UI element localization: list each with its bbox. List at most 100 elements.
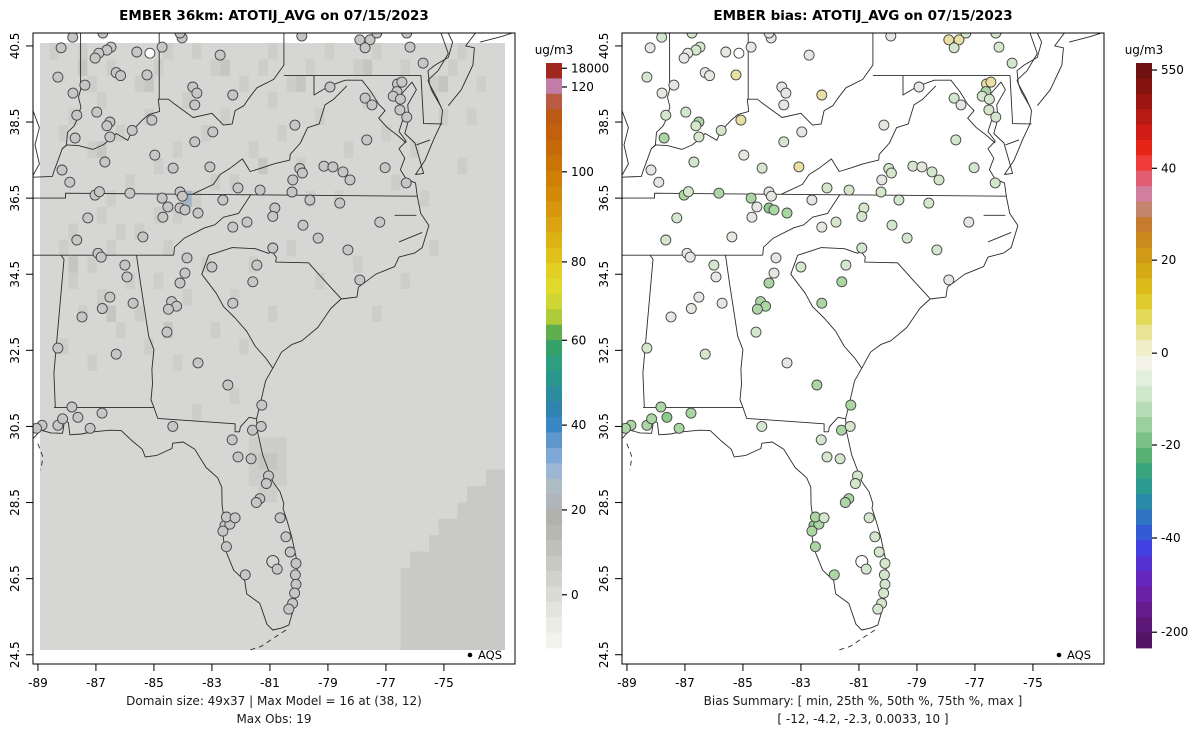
station-dot [174,277,186,289]
raster-cell [58,239,69,257]
station-dot [795,261,807,273]
station-dot [693,131,705,143]
station-dot [641,71,653,83]
colorbar-segment [1136,324,1152,341]
raster-cell [267,436,278,454]
state-boundary-line [1036,33,1066,106]
raster-ocean-cell [429,535,505,552]
raster-cell [353,256,363,273]
station-dot [304,194,316,206]
station-dot [715,124,727,136]
y-axis-tick-label: 24.5 [8,641,22,668]
station-dot [318,160,330,172]
x-axis-tick-label: -75 [434,676,454,690]
raster-cell [106,305,116,322]
station-dot [963,216,975,228]
state-boundary-line [622,110,629,176]
station-dot [57,413,69,425]
raster-cell [381,125,392,142]
station-dot [781,357,793,369]
x-axis-tick-label: -89 [617,676,637,690]
colorbar-segment [1136,571,1152,587]
station-dot [401,111,413,123]
bias-map-panel: -89 -87 -85 -83 -81 -79 -77 -75 40.5 38.5 36.5 34.5… [597,32,1105,690]
colorbar-segment [546,617,562,633]
station-dot [685,303,697,314]
raster-ocean-cell [400,584,505,601]
station-dot [167,420,179,432]
colorbar-tick-label: 20 [571,503,586,517]
raster-cell [448,59,458,76]
station-dot [260,478,272,489]
colorbar-segment [546,63,562,79]
station-dot [806,194,818,206]
raster-cell [353,59,363,76]
colorbar-segment [546,201,562,218]
station-dot [379,162,391,174]
raster-cell [115,223,126,240]
colorbar-unit-label: ug/m3 [535,43,574,57]
station-dot [334,197,346,209]
colorbar-segment [1136,355,1152,372]
station-dot [693,291,705,303]
station-dot [207,126,219,138]
station-dot [91,106,103,118]
colorbar-tick-label: -200 [1161,625,1188,639]
station-dot [751,303,763,315]
station-dot [174,33,186,39]
y-axis-tick-label: 34.5 [8,261,22,288]
station-dot [983,104,995,116]
colorbar-segment [546,571,562,587]
colorbar-segment [546,247,562,264]
station-dot [84,422,96,434]
station-dot [121,271,133,283]
raster-cell [172,141,183,158]
state-boundary-line [622,33,1043,631]
raster-cell [248,436,259,454]
state-boundary-line [797,247,931,299]
station-dot [708,259,720,271]
station-dot [167,162,179,174]
state-boundary-line [201,255,274,369]
station-dot [778,136,790,148]
colorbar-segment [546,463,562,480]
station-dot [33,422,42,434]
raster-cell [220,59,230,76]
colorbar-segment [546,355,562,372]
station-dot [860,563,872,575]
raster-ocean-cell [400,633,505,650]
x-axis-tick-label: -79 [907,676,927,690]
station-dot [876,174,888,186]
station-dot [189,99,201,111]
station-dot [401,33,413,39]
station-dot [359,42,371,54]
raster-cell [410,141,420,158]
raster-cell [429,239,439,257]
raster-cell [258,157,268,175]
station-dot [989,177,1001,189]
station-dot [289,569,301,581]
raster-cell [258,436,268,454]
station-dot [875,186,887,198]
raster-ocean-cell [486,469,505,486]
state-boundary-line [53,254,65,408]
raster-cell [372,43,382,60]
raster-cell [68,223,78,240]
x-axis-tick-label: -89 [28,676,48,690]
station-dot [251,259,263,271]
station-dot [658,132,670,144]
colorbar-segment [1136,417,1152,433]
colorbar-segment [1136,463,1152,480]
station-dot [179,204,191,216]
raster-cell [400,59,411,76]
station-dot [96,303,108,314]
raster-cell [153,59,164,76]
station-dot [297,219,309,231]
station-dot [656,33,668,43]
station-dot [296,167,308,179]
raster-cell [210,174,221,191]
colorbar-segment [546,509,562,526]
raster-cell [286,75,297,93]
station-dot [71,234,83,246]
station-dot [816,297,828,309]
